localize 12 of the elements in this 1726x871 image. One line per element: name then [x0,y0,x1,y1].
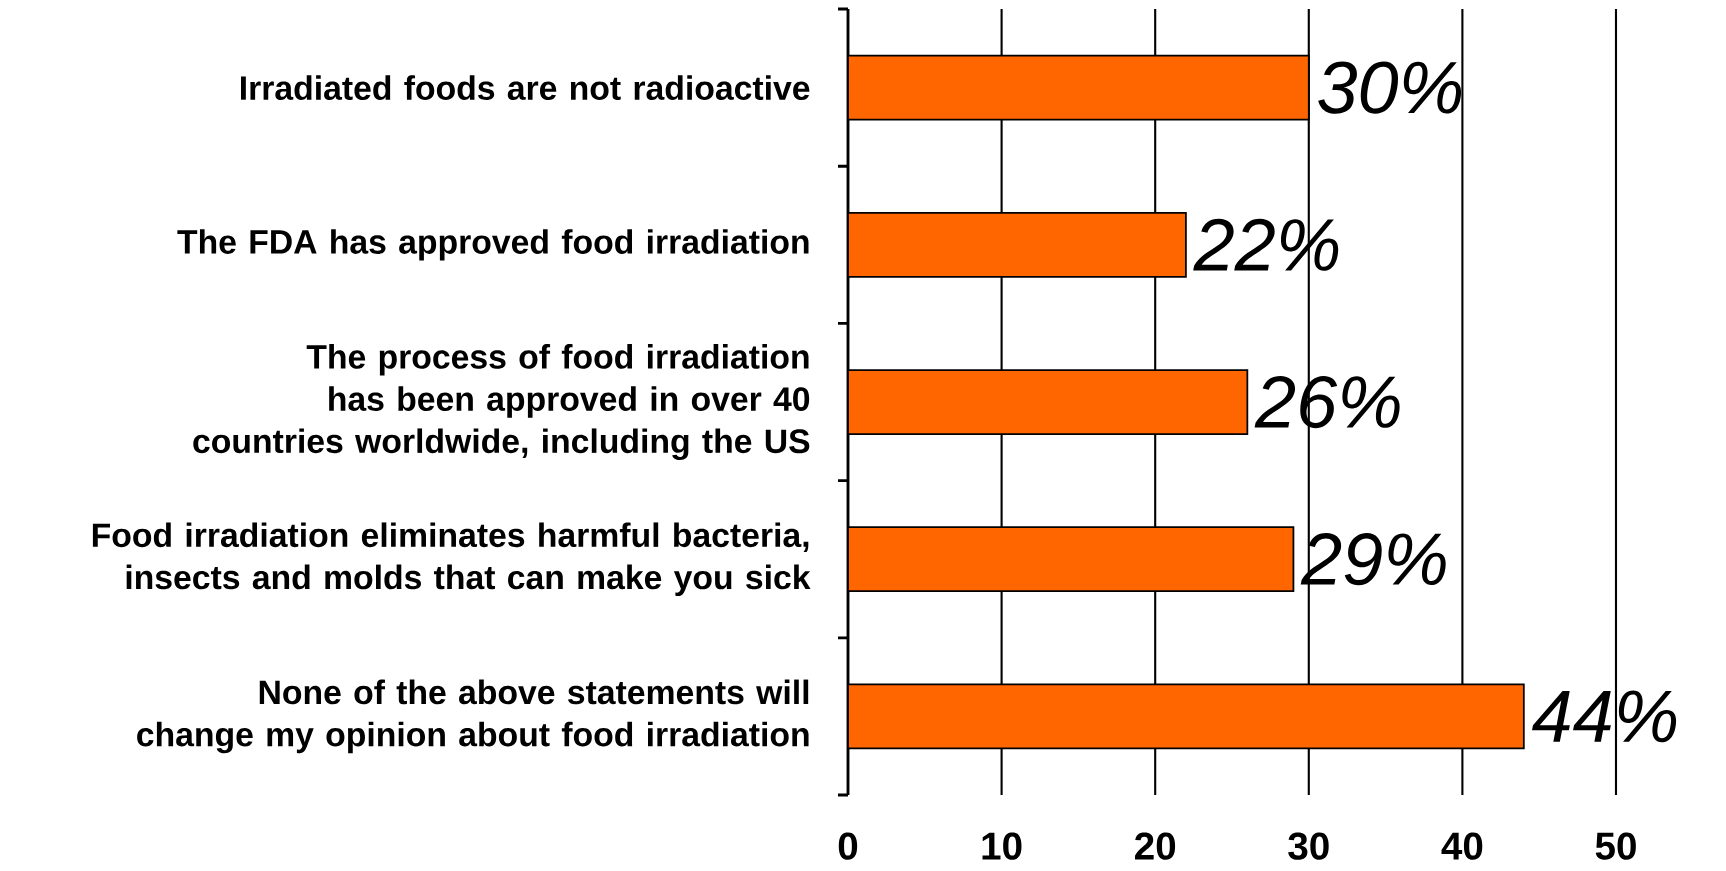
x-tick-label: 0 [838,832,858,860]
y-tick-label: None of the above statements will change my opinion about food irradiation [137,679,809,754]
x-tick-label: 40 [1441,832,1483,860]
y-tick-label: Food irradiation eliminates harmful bacteria, insects and molds that can make you sick [92,522,811,597]
x-tick-label: 10 [982,832,1022,860]
y-tick-label: The process of food irradiation has been approved in over 40 countries worldwide, including the US [193,344,810,461]
x-tick-label: 30 [1288,832,1329,860]
x-tick-label: 50 [1595,832,1636,860]
data-label: 30% [1318,61,1462,114]
y-tick-label: Irradiated foods are not radioactive [240,75,810,101]
x-tick-label: 20 [1135,832,1176,860]
y-tick-label: The FDA has approved food irradiation [177,229,809,261]
